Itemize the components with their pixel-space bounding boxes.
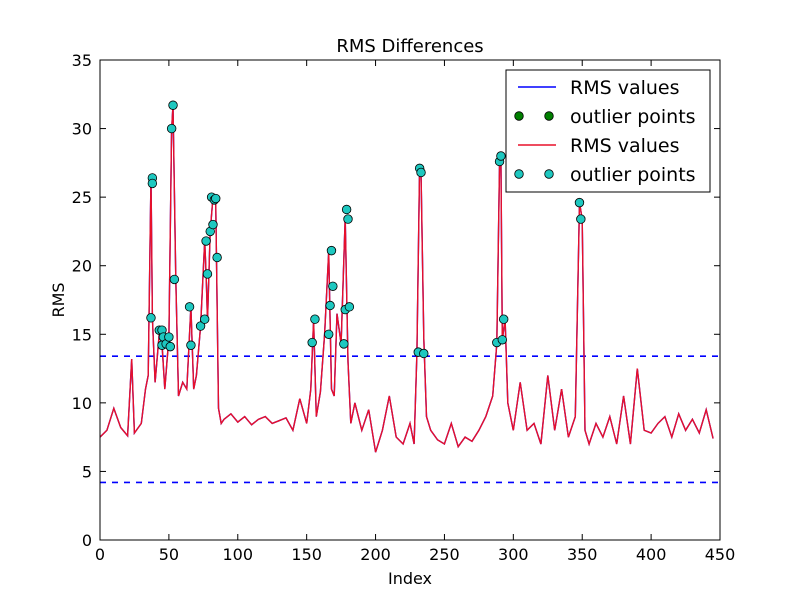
outlier-point	[416, 167, 426, 178]
x-axis-label: Index	[388, 569, 432, 588]
y-tick-label: 35	[72, 51, 92, 70]
rms-series-line-red	[99, 105, 714, 453]
x-tick-label: 350	[567, 545, 598, 564]
outlier-point	[339, 339, 349, 349]
legend-marker-swatch	[514, 111, 524, 121]
x-tick-label: 100	[223, 545, 254, 564]
outlier-point	[184, 302, 195, 312]
x-tick-label: 50	[159, 545, 179, 564]
outlier-point	[310, 314, 320, 324]
outlier-point	[307, 337, 317, 348]
outlier-point	[164, 332, 174, 342]
x-tick-label: 250	[429, 545, 460, 564]
outlier-point	[576, 214, 586, 224]
y-tick-label: 10	[72, 394, 92, 413]
axes-frame	[99, 59, 721, 541]
ticks: 0 50 100 150 200 250 300 350 400 450 0 5 10 15 20 25 30 3…	[72, 51, 736, 564]
y-tick-label: 30	[72, 120, 92, 139]
outlier-point	[200, 314, 210, 324]
outlier-point	[325, 300, 335, 311]
outlier-point	[212, 252, 222, 263]
outlier-point	[419, 348, 429, 359]
chart-title: RMS Differences	[336, 36, 483, 57]
y-tick-label: 20	[72, 257, 92, 276]
plot-area	[99, 100, 720, 484]
outlier-point	[147, 178, 158, 189]
y-tick-label: 5	[82, 462, 92, 481]
outlier-point	[326, 245, 337, 256]
x-tick-label: 0	[95, 545, 105, 564]
legend: RMS values outlier points RMS values outlie…	[505, 69, 711, 193]
legend-label: RMS values	[570, 135, 680, 157]
x-tick-label: 450	[705, 545, 736, 564]
y-tick-label: 0	[82, 531, 92, 550]
outlier-point	[195, 321, 206, 331]
outlier-point	[497, 335, 508, 345]
outlier-point	[165, 341, 175, 352]
outlier-point	[166, 123, 177, 134]
y-tick-label: 25	[72, 188, 92, 207]
outlier-point	[211, 193, 221, 204]
legend-box	[505, 69, 711, 193]
outlier-point	[202, 269, 213, 279]
x-tick-label: 150	[291, 545, 322, 564]
x-tick-label: 300	[498, 545, 529, 564]
outlier-point	[496, 151, 506, 161]
outlier-point	[344, 302, 355, 312]
legend-label: RMS values	[570, 77, 680, 99]
outlier-point	[169, 274, 180, 285]
y-axis-label: RMS	[49, 282, 68, 317]
legend-label: outlier points	[570, 106, 696, 128]
outlier-point	[201, 236, 211, 246]
legend-marker-swatch	[514, 169, 524, 179]
outlier-point	[186, 340, 196, 350]
outlier-point	[498, 314, 509, 324]
outlier-point	[574, 197, 585, 208]
x-tick-label: 400	[636, 545, 667, 564]
legend-label: outlier points	[570, 164, 696, 186]
outlier-point	[168, 100, 178, 110]
outlier-point	[324, 329, 334, 339]
legend-marker-swatch	[544, 111, 554, 121]
x-tick-label: 200	[360, 545, 391, 564]
legend-marker-swatch	[544, 169, 554, 179]
outlier-point	[343, 214, 353, 224]
outlier-point	[208, 219, 218, 230]
y-tick-label: 15	[72, 325, 92, 344]
outlier-point	[328, 281, 338, 291]
outlier-point	[146, 313, 156, 323]
outlier-point	[341, 204, 352, 215]
